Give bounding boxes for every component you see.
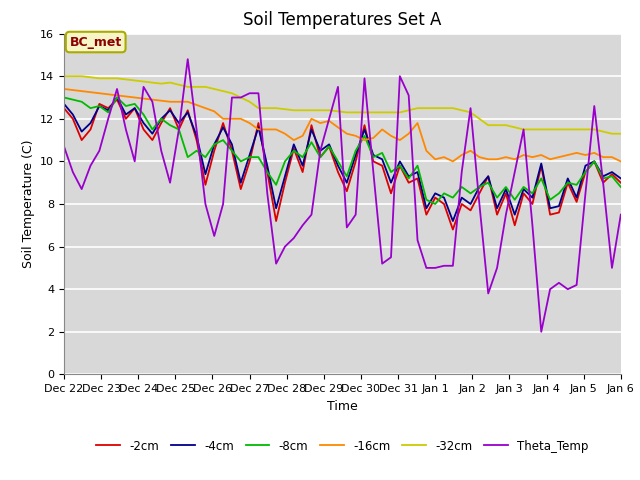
Theta_Temp — [538, 329, 545, 335]
Theta_Temp — [422, 265, 430, 271]
-16cm — [131, 95, 138, 100]
-16cm — [617, 158, 625, 164]
Y-axis label: Soil Temperature (C): Soil Temperature (C) — [22, 140, 35, 268]
Theta_Temp — [184, 56, 191, 62]
-32cm — [617, 131, 625, 137]
-2cm — [299, 169, 307, 175]
-8cm — [431, 201, 439, 207]
-2cm — [60, 105, 68, 111]
Line: -8cm: -8cm — [64, 97, 621, 204]
-32cm — [413, 105, 421, 111]
-32cm — [334, 108, 342, 114]
-8cm — [290, 148, 298, 154]
X-axis label: Time: Time — [327, 400, 358, 413]
-32cm — [60, 73, 68, 79]
Line: -16cm: -16cm — [64, 89, 621, 161]
-2cm — [617, 180, 625, 186]
-2cm — [113, 97, 121, 103]
-4cm — [422, 205, 430, 211]
-32cm — [608, 131, 616, 137]
-8cm — [131, 101, 138, 107]
-32cm — [131, 78, 138, 84]
-4cm — [378, 156, 386, 162]
-16cm — [334, 124, 342, 130]
Title: Soil Temperatures Set A: Soil Temperatures Set A — [243, 11, 442, 29]
-16cm — [413, 120, 421, 126]
Legend: -2cm, -4cm, -8cm, -16cm, -32cm, Theta_Temp: -2cm, -4cm, -8cm, -16cm, -32cm, Theta_Te… — [92, 435, 593, 457]
-16cm — [60, 86, 68, 92]
-8cm — [617, 184, 625, 190]
-8cm — [334, 158, 342, 164]
-4cm — [60, 101, 68, 107]
-2cm — [431, 195, 439, 201]
-2cm — [449, 227, 457, 232]
Theta_Temp — [378, 261, 386, 266]
-4cm — [431, 191, 439, 196]
-8cm — [413, 163, 421, 168]
-8cm — [369, 154, 377, 160]
-4cm — [140, 120, 147, 126]
-16cm — [290, 137, 298, 143]
-16cm — [422, 148, 430, 154]
Theta_Temp — [617, 212, 625, 217]
Line: -32cm: -32cm — [64, 76, 621, 134]
-16cm — [369, 135, 377, 141]
-2cm — [422, 212, 430, 217]
-2cm — [140, 127, 147, 132]
-8cm — [422, 197, 430, 203]
-16cm — [449, 158, 457, 164]
-32cm — [369, 109, 377, 115]
Line: Theta_Temp: Theta_Temp — [64, 59, 621, 332]
-8cm — [60, 95, 68, 100]
-4cm — [299, 163, 307, 168]
-4cm — [343, 180, 351, 186]
-2cm — [378, 163, 386, 168]
-4cm — [113, 95, 121, 100]
Theta_Temp — [131, 158, 138, 164]
-32cm — [422, 105, 430, 111]
Text: BC_met: BC_met — [70, 36, 122, 48]
-4cm — [449, 218, 457, 224]
-4cm — [617, 176, 625, 181]
Theta_Temp — [299, 222, 307, 228]
Theta_Temp — [60, 144, 68, 149]
-2cm — [343, 188, 351, 194]
Theta_Temp — [343, 225, 351, 230]
Line: -2cm: -2cm — [64, 100, 621, 229]
Theta_Temp — [431, 265, 439, 271]
-32cm — [290, 108, 298, 113]
Line: -4cm: -4cm — [64, 97, 621, 221]
